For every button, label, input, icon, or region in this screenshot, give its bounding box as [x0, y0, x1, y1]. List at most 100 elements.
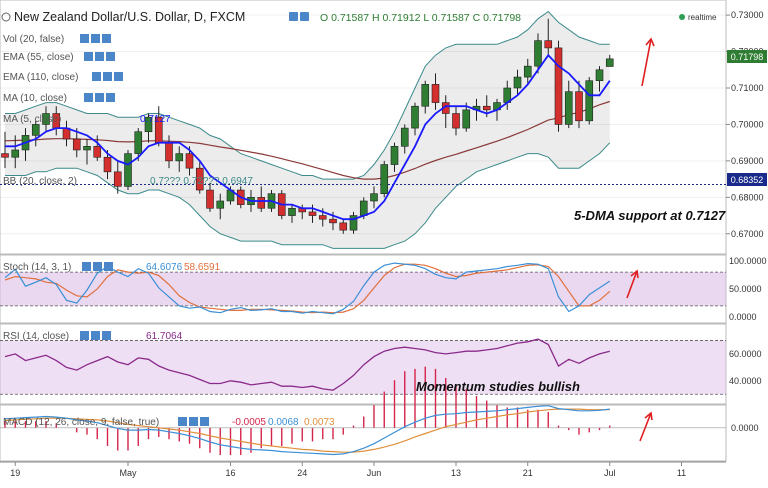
legend-rsi-value: 61.7064: [146, 331, 183, 342]
candle-body[interactable]: [42, 113, 50, 125]
legend-vol-controls[interactable]: [80, 34, 111, 43]
legend-rsi-controls[interactable]: [80, 331, 111, 340]
candle-body[interactable]: [124, 153, 132, 187]
up-arrow-icon: [626, 269, 639, 299]
candle-body[interactable]: [585, 80, 594, 122]
legend-macd-controls[interactable]: [178, 417, 209, 426]
candle-body[interactable]: [349, 215, 358, 231]
realtime-label: realtime: [688, 13, 717, 22]
legend-ema110[interactable]: EMA (110, close): [3, 72, 78, 83]
legend-ema110-controls[interactable]: [92, 72, 123, 81]
y-tick-label: 0.67000: [731, 229, 764, 239]
candle-body[interactable]: [11, 149, 20, 158]
candle-body[interactable]: [421, 84, 430, 107]
candle-body[interactable]: [564, 91, 573, 125]
candle-body[interactable]: [452, 113, 460, 129]
expand-icon[interactable]: [1, 12, 11, 22]
stoch-plot: [0, 262, 726, 315]
candle-body[interactable]: [308, 211, 317, 216]
candle-body[interactable]: [534, 40, 542, 67]
legend-macd-hist: -0.0005: [232, 417, 266, 428]
candle-body[interactable]: [144, 116, 153, 133]
legend-vol[interactable]: Vol (20, false): [3, 34, 64, 45]
candle-body[interactable]: [523, 65, 532, 78]
up-arrow-icon: [639, 411, 653, 442]
legend-ema55-controls[interactable]: [84, 52, 115, 61]
x-tick-label: Jul: [604, 468, 616, 478]
legend-ma10[interactable]: MA (10, close): [3, 93, 67, 104]
bb-lower-line: [5, 142, 611, 249]
candle-body[interactable]: [575, 91, 583, 122]
x-tick-label: 13: [451, 468, 461, 478]
candle-body[interactable]: [411, 105, 419, 129]
x-tick-label: 19: [10, 468, 20, 478]
candle-body[interactable]: [257, 197, 266, 209]
legend-rsi[interactable]: RSI (14, close): [3, 331, 69, 342]
legend-macd[interactable]: MACD (12, 26, close, 9, false, true): [3, 417, 159, 428]
candle-body[interactable]: [339, 222, 348, 231]
candle-body[interactable]: [175, 153, 184, 162]
candle-body[interactable]: [482, 105, 491, 111]
candle-body[interactable]: [134, 131, 143, 154]
legend-stoch-d: 58.6591: [184, 262, 221, 273]
candle-body[interactable]: [431, 84, 440, 103]
legend-macd-signal: 0.0073: [304, 417, 335, 428]
candle-body[interactable]: [359, 200, 368, 216]
legend-stoch-controls[interactable]: [82, 262, 113, 271]
legend-ma5[interactable]: MA (5, close): [3, 114, 61, 125]
legend-bb[interactable]: BB (20, close, 2): [3, 176, 77, 187]
rsi-y-tick-label: 40.0000: [729, 376, 762, 386]
legend-stoch[interactable]: Stoch (14, 3, 1): [3, 262, 71, 273]
last-price-badge: [727, 50, 767, 63]
candle-body[interactable]: [544, 40, 553, 49]
candle-body[interactable]: [206, 189, 214, 209]
ma5-line: [5, 53, 611, 221]
price-pane-frame: [0, 0, 727, 255]
candle-body[interactable]: [93, 146, 102, 158]
candle-body[interactable]: [370, 193, 378, 202]
y-tick-label: 0.73000: [731, 10, 764, 20]
candle-body[interactable]: [595, 69, 604, 82]
rsi-pane-frame: [0, 323, 727, 405]
realtime-dot-icon: [679, 14, 685, 20]
legend-macd-line: 0.0068: [268, 417, 299, 428]
candle-body[interactable]: [390, 146, 399, 165]
y-tick-label: 0.70000: [731, 119, 764, 129]
legend-bb-values: 0.7??? 0.72??? 0.6947: [150, 176, 253, 187]
y-tick-label: 0.71000: [731, 83, 764, 93]
legend-ma10-controls[interactable]: [84, 93, 115, 102]
candle-body[interactable]: [329, 218, 337, 224]
candle-body[interactable]: [318, 215, 327, 220]
y-tick-label: 0.69000: [731, 156, 764, 166]
candle-body[interactable]: [113, 171, 122, 187]
candle-body[interactable]: [216, 200, 225, 209]
candle-body[interactable]: [554, 47, 563, 125]
candle-body[interactable]: [31, 124, 40, 136]
y-tick-label: 0.68000: [731, 192, 764, 202]
candle-body[interactable]: [72, 138, 81, 151]
bb-fill: [5, 11, 610, 249]
candle-body[interactable]: [165, 142, 173, 162]
indicator-legend: Vol (20, false) EMA (55, close) EMA (110…: [3, 34, 253, 187]
candle-body[interactable]: [400, 127, 409, 147]
candle-body[interactable]: [605, 58, 614, 67]
ma5-polyline: [5, 53, 611, 221]
ema-line: [4, 100, 610, 180]
candle-body[interactable]: [380, 164, 389, 194]
candle-body[interactable]: [83, 146, 91, 151]
x-tick-label: May: [119, 468, 137, 478]
legend-ema55[interactable]: EMA (55, close): [3, 52, 74, 63]
candle-body[interactable]: [195, 167, 204, 191]
legend-stoch-k: 64.6076: [146, 262, 183, 273]
hline-price-badge: [727, 173, 767, 186]
candle-body[interactable]: [103, 156, 112, 173]
candle-body[interactable]: [513, 76, 522, 89]
candle-body[interactable]: [1, 153, 9, 158]
candle-body[interactable]: [185, 153, 194, 169]
rsi-line: [4, 338, 610, 391]
title-controls[interactable]: [289, 12, 309, 21]
candle-body[interactable]: [462, 109, 471, 129]
candle-body[interactable]: [288, 207, 296, 216]
